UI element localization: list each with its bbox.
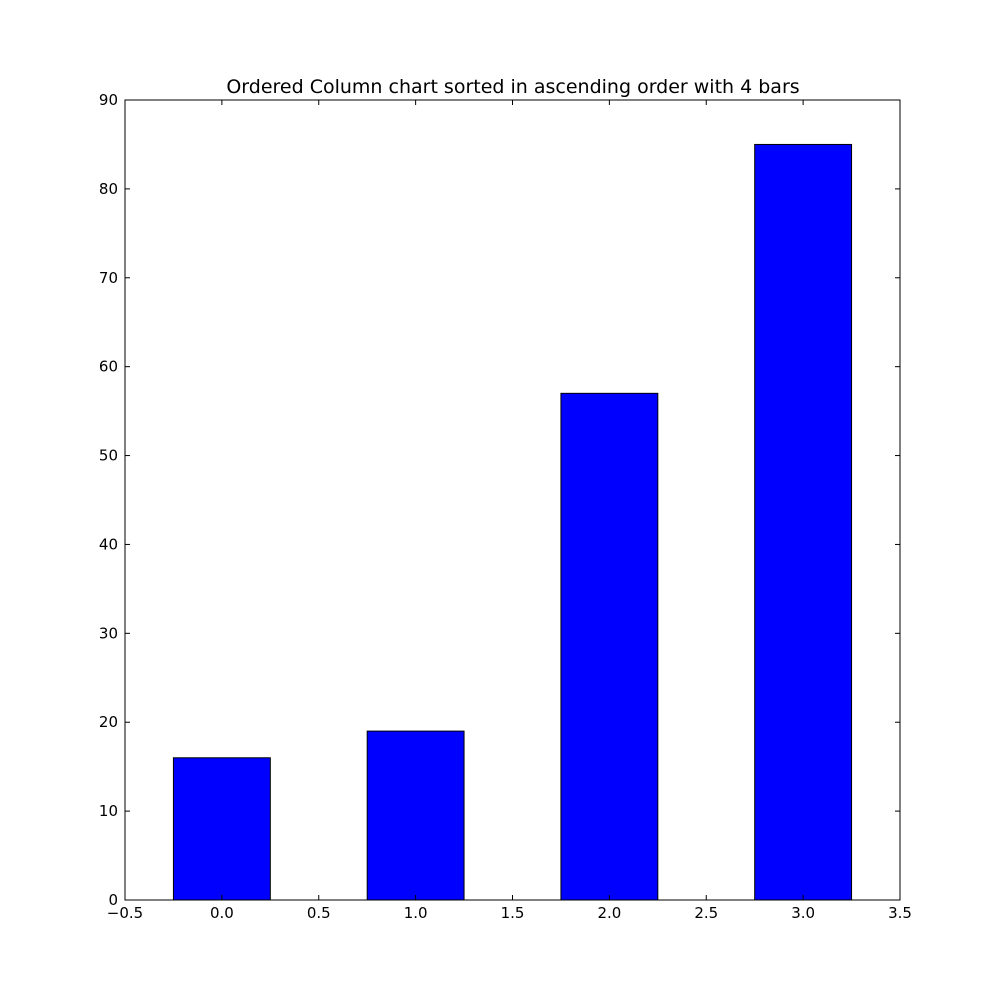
y-tick-label: 40 — [99, 535, 118, 553]
y-tick-label: 20 — [99, 713, 118, 731]
y-tick-label: 10 — [99, 802, 118, 820]
x-tick-label: 3.0 — [791, 904, 815, 922]
x-tick-label: 2.0 — [597, 904, 621, 922]
x-tick-label: 0.5 — [307, 904, 331, 922]
y-tick-label: 90 — [99, 91, 118, 109]
x-tick-label: −0.5 — [107, 904, 143, 922]
bar-2 — [560, 392, 659, 901]
x-tick-label: 1.5 — [501, 904, 525, 922]
plot-area-frame — [124, 99, 901, 901]
y-tick-label: 60 — [99, 358, 118, 376]
x-tick-label: 2.5 — [694, 904, 718, 922]
y-tick-label: 80 — [99, 180, 118, 198]
x-tick-label: 1.0 — [404, 904, 428, 922]
y-tick-label: 30 — [99, 624, 118, 642]
x-tick-label: 3.5 — [888, 904, 912, 922]
bar-0 — [172, 757, 271, 901]
y-tick-label: 50 — [99, 447, 118, 465]
ticks-layer: −0.5 0.0 0.5 1.0 1.5 2.0 2.5 3.0 3.5 0 10 20 30 40 50 6… — [99, 91, 912, 922]
bar-3 — [754, 143, 853, 901]
bars-layer — [172, 143, 853, 901]
chart-title: Ordered Column chart sorted in ascending… — [226, 76, 799, 98]
y-tick-label: 0 — [108, 891, 118, 909]
x-tick-label: 0.0 — [210, 904, 234, 922]
bar-1 — [366, 730, 465, 901]
y-tick-label: 70 — [99, 269, 118, 287]
